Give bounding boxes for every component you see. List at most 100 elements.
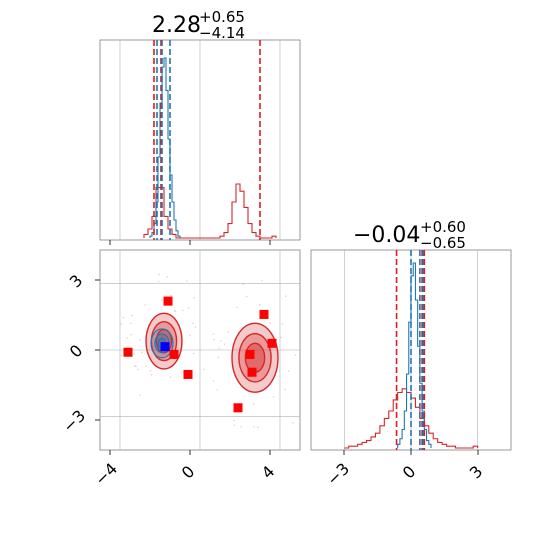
- sample-dot: [166, 276, 169, 278]
- histogram-panel-top-left: 2.28 +0.65 −4.14: [99, 8, 301, 245]
- red-contour: [238, 332, 272, 383]
- sample-dot: [181, 309, 184, 312]
- sample-dot: [236, 306, 238, 309]
- sample-dot: [252, 403, 255, 405]
- sample-dot: [281, 322, 284, 325]
- sample-dot: [223, 343, 226, 345]
- sample-dot: [150, 374, 153, 376]
- sample-dot: [139, 394, 141, 396]
- sample-dot: [122, 316, 125, 319]
- red-square-marker: [259, 309, 269, 319]
- grid: [119, 40, 281, 240]
- sample-dot: [137, 368, 139, 371]
- density-contours: [145, 312, 279, 393]
- marker-points: [123, 296, 277, 413]
- red-histogram: [344, 388, 479, 449]
- x-tick-label: −4: [91, 459, 121, 489]
- sample-dot: [173, 309, 176, 312]
- sample-dot: [292, 421, 294, 424]
- background-samples: [120, 273, 297, 429]
- title-lower-error: −0.65: [420, 234, 466, 252]
- y-tick-label: 0: [66, 341, 87, 362]
- sample-dot: [185, 280, 188, 283]
- red-hist-step: [344, 388, 479, 449]
- grid: [100, 250, 300, 450]
- sample-dot: [240, 425, 243, 428]
- sample-dot: [192, 322, 194, 325]
- red-square-marker: [183, 369, 193, 379]
- sample-dot: [256, 426, 259, 429]
- sample-dot: [212, 379, 215, 382]
- sample-dot: [193, 297, 195, 299]
- red-square-marker: [169, 349, 179, 359]
- sample-dot: [218, 347, 220, 350]
- sample-dot: [227, 331, 230, 333]
- sample-dot: [284, 295, 287, 297]
- quantile-lines: [153, 40, 261, 240]
- sample-dot: [129, 322, 132, 325]
- sample-dot: [126, 337, 129, 339]
- blue-histogram: [397, 262, 432, 448]
- x-ticks: [109, 240, 271, 245]
- y-tick-label: 3: [66, 271, 87, 292]
- x-tick-label: 3: [466, 462, 487, 483]
- sample-dot: [144, 304, 147, 306]
- title-upper-error: +0.60: [420, 218, 466, 236]
- quantile-lines: [395, 250, 426, 450]
- sample-dot: [174, 310, 177, 313]
- y-ticks: [95, 279, 100, 421]
- panel-title: 2.28: [152, 13, 201, 38]
- sample-dot: [213, 338, 215, 341]
- x-tick-label: −3: [323, 459, 353, 489]
- sample-dot: [202, 368, 205, 371]
- red-square-marker: [233, 403, 243, 413]
- sample-dot: [272, 395, 275, 398]
- sample-dot: [157, 280, 160, 283]
- sample-dot: [284, 388, 286, 391]
- sample-dot: [141, 351, 143, 354]
- x-ticks: [343, 450, 479, 455]
- x-tick-label: 0: [178, 462, 199, 483]
- red-square-marker: [123, 347, 133, 357]
- x-tick-label: 4: [258, 462, 279, 483]
- sample-dot: [160, 299, 163, 302]
- red-square-marker: [163, 296, 173, 306]
- red-square-marker: [247, 367, 257, 377]
- sample-dot: [217, 356, 220, 359]
- scatter-panel-bottom-left: −4 0 4 3 0 −3: [59, 249, 301, 489]
- sample-dot: [253, 425, 255, 428]
- sample-dot: [287, 370, 290, 372]
- sample-dot: [187, 306, 190, 309]
- sample-dot: [269, 322, 271, 324]
- sample-dot: [216, 389, 219, 391]
- sample-dot: [242, 283, 245, 286]
- sample-dot: [149, 369, 152, 372]
- sample-dot: [233, 424, 236, 427]
- blue-square-marker: [160, 342, 170, 352]
- sample-dot: [120, 354, 123, 357]
- sample-dot: [134, 365, 136, 367]
- histogram-panel-bottom-right: −0.04 +0.60 −0.65 −3 0 3: [310, 218, 512, 489]
- title-upper-error: +0.65: [199, 8, 245, 26]
- sample-dot: [189, 334, 192, 337]
- sample-dot: [294, 354, 297, 357]
- red-square-marker: [245, 349, 255, 359]
- sample-dot: [133, 353, 136, 355]
- sample-dot: [131, 314, 133, 317]
- sample-dot: [192, 352, 195, 355]
- blue-hist-step: [397, 262, 432, 448]
- sample-dot: [258, 303, 261, 306]
- sample-dot: [280, 336, 282, 339]
- sample-dot: [194, 326, 197, 328]
- sample-dot: [261, 280, 263, 282]
- red-square-marker: [267, 338, 277, 348]
- panel-title: −0.04: [353, 223, 420, 248]
- sample-dot: [120, 322, 122, 325]
- y-tick-label: −3: [59, 406, 89, 436]
- x-tick-label: 0: [399, 462, 420, 483]
- x-ticks: [109, 450, 271, 455]
- red-histogram: [143, 183, 277, 239]
- sample-dot: [170, 294, 172, 297]
- sample-dot: [219, 339, 222, 342]
- sample-dot: [245, 295, 248, 298]
